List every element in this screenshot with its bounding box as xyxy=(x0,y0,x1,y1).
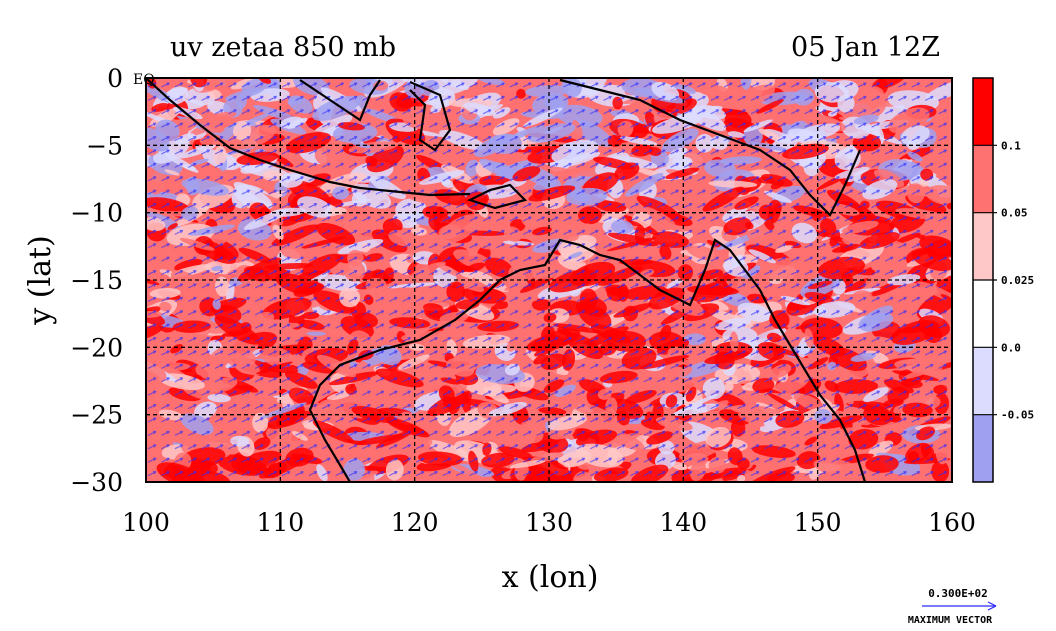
equator-label: EQ xyxy=(133,72,155,88)
plot-frame xyxy=(145,77,953,483)
colorbar-label: 0.05 xyxy=(1001,207,1028,220)
x-tick-label: 140 xyxy=(659,508,707,537)
y-tick-label: −10 xyxy=(70,199,123,228)
y-tick-label: 0 xyxy=(107,64,123,93)
colorbar-swatch xyxy=(973,78,993,146)
y-tick-label: −20 xyxy=(70,333,123,362)
x-tick-label: 110 xyxy=(256,508,304,537)
colorbar-swatch xyxy=(973,280,993,348)
y-tick-label: −15 xyxy=(70,266,123,295)
chart-title: uv zetaa 850 mb xyxy=(170,32,396,63)
colorbar-swatch xyxy=(973,145,993,213)
plot-area xyxy=(146,78,952,482)
y-tick-label: −5 xyxy=(86,131,123,160)
y-axis-label: y (lat) xyxy=(23,235,58,325)
reference-vector: 0.300E+02 MAXIMUM VECTOR xyxy=(908,587,997,626)
colorbar-swatch xyxy=(973,212,993,280)
colorbar: 0.1 0.05 0.025 0.0 -0.05 xyxy=(972,77,1034,483)
colorbar-label: 0.1 xyxy=(1001,139,1021,152)
y-tick-label: −30 xyxy=(70,468,123,497)
reference-vector-label: MAXIMUM VECTOR xyxy=(908,615,993,626)
y-axis: 0 −5 −10 −15 −20 −25 −30 xyxy=(70,64,123,497)
x-tick-label: 120 xyxy=(391,508,439,537)
x-tick-label: 100 xyxy=(122,508,170,537)
x-tick-label: 160 xyxy=(928,508,976,537)
colorbar-label: 0.025 xyxy=(1001,274,1034,287)
reference-arrowhead xyxy=(987,601,997,611)
reference-vector-value: 0.300E+02 xyxy=(928,587,988,600)
x-axis-label: x (lon) xyxy=(502,560,599,595)
colorbar-label: 0.0 xyxy=(1001,341,1021,354)
colorbar-swatch xyxy=(973,414,993,482)
x-tick-label: 130 xyxy=(525,508,573,537)
x-tick-label: 150 xyxy=(794,508,842,537)
grid-lines xyxy=(146,78,952,482)
colorbar-swatch xyxy=(973,347,993,415)
colorbar-label: -0.05 xyxy=(1001,409,1034,422)
chart-subtitle: 05 Jan 12Z xyxy=(791,32,940,63)
coastline xyxy=(146,78,867,482)
y-tick-label: −25 xyxy=(70,401,123,430)
x-axis: 100 110 120 130 140 150 160 xyxy=(122,508,976,537)
